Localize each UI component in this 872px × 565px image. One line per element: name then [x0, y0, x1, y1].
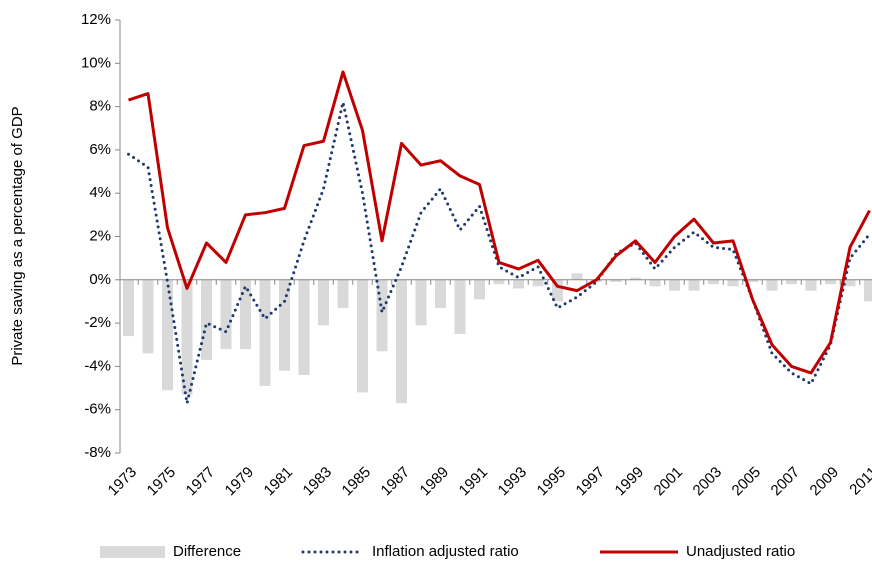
bar: [259, 279, 271, 386]
bar: [415, 279, 427, 326]
bar: [727, 279, 739, 287]
bar: [454, 279, 466, 334]
bar: [766, 279, 778, 291]
y-tick-label: -6%: [84, 401, 111, 418]
bar: [552, 279, 563, 302]
x-tick-label: 1999: [612, 464, 648, 500]
bar: [240, 279, 251, 350]
legend-label: Unadjusted ratio: [686, 543, 795, 560]
y-tick-label: 12%: [81, 11, 111, 28]
x-tick-label: 1985: [339, 464, 375, 500]
bar: [142, 279, 154, 354]
x-tick-label: 1987: [378, 464, 414, 500]
bar: [649, 279, 661, 287]
bar: [747, 279, 758, 282]
bar: [357, 279, 368, 393]
bar: [708, 279, 719, 285]
x-tick-label: 1995: [534, 464, 570, 500]
bar: [220, 279, 232, 350]
y-tick-label: 4%: [89, 184, 111, 201]
bar: [610, 279, 622, 282]
bar: [493, 279, 505, 285]
y-tick-label: -2%: [84, 314, 111, 331]
bar: [864, 279, 872, 302]
x-tick-label: 2009: [807, 464, 843, 500]
x-tick-label: 2003: [690, 464, 726, 500]
x-tick-label: 1973: [105, 464, 141, 500]
y-tick-label: 0%: [89, 271, 111, 288]
y-tick-label: 8%: [89, 98, 111, 115]
bar: [669, 279, 680, 291]
bar: [337, 279, 349, 308]
y-tick-label: -4%: [84, 357, 111, 374]
bar: [181, 279, 193, 395]
line-series: [128, 70, 871, 375]
legend-swatch: [100, 546, 165, 558]
legend-label: Inflation adjusted ratio: [372, 543, 519, 560]
x-tick-label: 2011: [846, 464, 872, 499]
x-tick-label: 1983: [300, 464, 336, 500]
x-tick-label: 1991: [456, 464, 492, 500]
bar: [318, 279, 329, 326]
y-tick-label: 10%: [81, 54, 111, 71]
y-axis-label: Private saving as a percentage of GDP: [9, 106, 26, 365]
bar: [396, 279, 407, 404]
y-tick-label: 2%: [89, 227, 111, 244]
bar: [123, 279, 134, 337]
y-tick-label: 6%: [89, 141, 111, 158]
bar: [844, 279, 856, 287]
bar: [825, 279, 836, 285]
bar: [435, 279, 446, 308]
x-tick-label: 1993: [495, 464, 531, 500]
y-tick-label: -8%: [84, 444, 111, 461]
bar: [786, 279, 797, 285]
bar: [162, 279, 173, 391]
x-tick-label: 2001: [651, 464, 687, 500]
bar: [201, 279, 212, 360]
bar: [279, 279, 290, 371]
line-series: [127, 100, 871, 405]
bar: [571, 273, 583, 280]
x-tick-label: 1979: [222, 464, 258, 500]
x-tick-label: 1997: [573, 464, 609, 500]
bar: [630, 277, 641, 280]
x-tick-label: 1981: [261, 464, 297, 500]
x-tick-label: 2007: [768, 464, 804, 500]
bar: [532, 279, 544, 287]
x-tick-label: 2005: [729, 464, 765, 500]
bar: [688, 279, 700, 291]
bar: [298, 279, 310, 376]
x-tick-label: 1989: [417, 464, 453, 500]
x-tick-label: 1975: [144, 464, 180, 500]
bar: [376, 279, 388, 352]
x-tick-label: 1977: [183, 464, 219, 500]
bar: [513, 279, 524, 289]
legend-label: Difference: [173, 543, 241, 560]
bar: [474, 279, 485, 300]
bar: [805, 279, 817, 291]
